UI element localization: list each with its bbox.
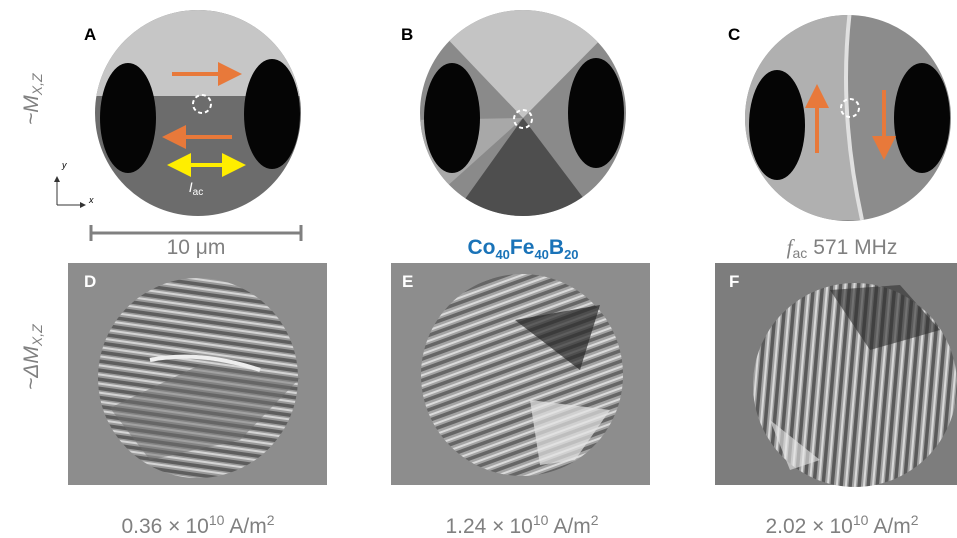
page: Iac y x 10 μm Co40Fe40B20 fac571 MHz A B… bbox=[0, 0, 957, 538]
text-part: 2 bbox=[267, 512, 275, 528]
image-e-disk bbox=[421, 274, 623, 476]
text-part: A/m bbox=[553, 515, 590, 538]
panel-label: F bbox=[729, 272, 739, 291]
panel-label: A bbox=[84, 25, 96, 44]
text-part: 2 bbox=[911, 512, 919, 528]
text-part: 10 bbox=[209, 512, 225, 528]
text-part: 2.02 × bbox=[765, 515, 824, 538]
text-part: A/m bbox=[229, 515, 266, 538]
text-part: 1.24 × bbox=[445, 515, 504, 538]
row-label: ~ΔMX,Z bbox=[20, 324, 45, 390]
text-part: 2 bbox=[591, 512, 599, 528]
figure: Iac y x 10 μm Co40Fe40B20 fac571 MHz A B… bbox=[0, 0, 957, 538]
text-part: 10 bbox=[829, 515, 852, 538]
scale-label: 10 μm bbox=[167, 236, 226, 259]
panel-label: E bbox=[402, 272, 413, 291]
text-part: 0.36 × bbox=[121, 515, 180, 538]
material: Co40Fe40B20 bbox=[467, 236, 578, 262]
panel-label: C bbox=[728, 25, 740, 44]
text-part: 10 bbox=[533, 512, 549, 528]
text-part: A/m bbox=[873, 515, 910, 538]
panel-label: B bbox=[401, 25, 413, 44]
text-part: 10 bbox=[185, 515, 208, 538]
text-part: 10 bbox=[509, 515, 532, 538]
image-b bbox=[415, 8, 635, 220]
panel-label: D bbox=[84, 272, 96, 291]
axis-label: x bbox=[88, 195, 94, 205]
axis-label: y bbox=[61, 160, 67, 170]
row-label: ~MX,Z bbox=[20, 73, 45, 125]
text-part: 10 bbox=[853, 512, 869, 528]
